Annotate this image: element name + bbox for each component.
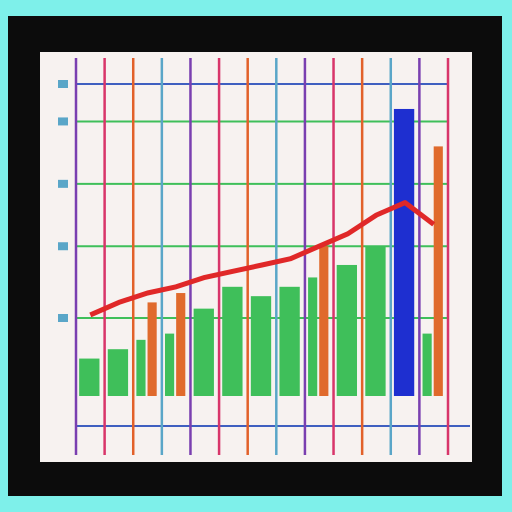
bar	[319, 246, 329, 396]
y-tick	[58, 242, 68, 251]
trend-line	[89, 200, 436, 318]
y-axis-ticks	[58, 80, 68, 322]
y-tick	[58, 117, 68, 126]
y-tick	[58, 314, 68, 322]
bar	[279, 286, 300, 396]
bar	[250, 296, 272, 396]
trend-path	[89, 200, 436, 318]
bar	[193, 308, 214, 396]
y-tick	[58, 179, 68, 188]
bar	[176, 293, 186, 396]
bar	[365, 246, 386, 396]
bar	[79, 358, 100, 396]
bars	[79, 108, 443, 397]
vertical-gridlines	[74, 58, 450, 455]
bar	[433, 146, 443, 396]
bar	[336, 264, 358, 396]
bar	[393, 108, 415, 397]
bar	[107, 349, 129, 396]
bar	[147, 302, 157, 396]
bar	[136, 339, 146, 396]
bar	[222, 286, 243, 396]
bar	[422, 333, 432, 396]
y-tick	[58, 80, 68, 88]
bar	[308, 277, 318, 396]
bar	[164, 333, 175, 396]
